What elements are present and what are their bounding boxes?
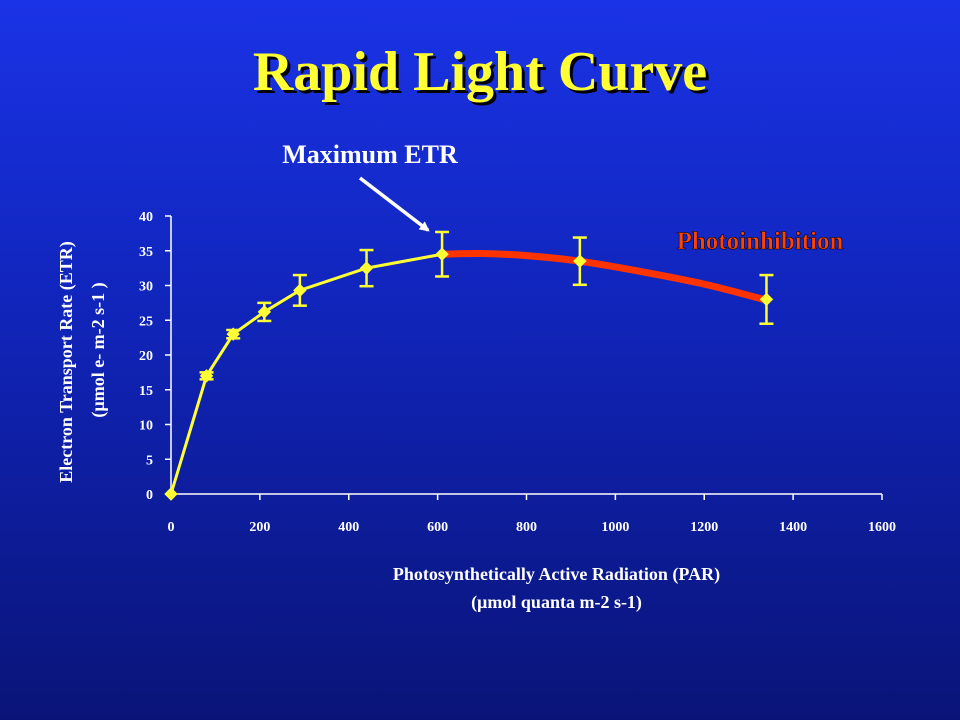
data-point [435, 247, 449, 261]
x-tick-label: 600 [427, 520, 448, 535]
data-point [257, 305, 272, 319]
series [164, 230, 774, 501]
x-tick-label: 200 [249, 520, 270, 535]
x-tick-label: 400 [338, 520, 359, 535]
y-tick-label: 0 [146, 488, 153, 503]
slide-title: Rapid Light Curve [252, 41, 708, 103]
annotation-arrow [358, 176, 430, 232]
maximum-etr-annotation: Maximum ETR [282, 140, 458, 169]
x-tick-label: 0 [168, 520, 175, 535]
x-tick-label: 1600 [868, 520, 896, 535]
y-tick-label: 30 [139, 280, 153, 295]
data-point [293, 283, 307, 298]
x-axis-title: Photosynthetically Active Radiation (PAR… [393, 564, 720, 585]
x-tick-label: 1400 [779, 520, 807, 535]
data-point [199, 369, 214, 383]
data-point [164, 487, 178, 501]
data-point [759, 292, 774, 307]
y-tick-label: 35 [139, 245, 153, 260]
series-line [169, 252, 443, 495]
axis-labels: Photosynthetically Active Radiation (PAR… [56, 241, 720, 613]
data-point [573, 254, 587, 268]
y-tick-label: 15 [139, 384, 153, 399]
data-point [226, 327, 240, 341]
x-tick-label: 1200 [690, 520, 718, 535]
y-axis-unit: (µmol e- m-2 s-1 ) [88, 282, 109, 417]
data-point [359, 261, 374, 275]
y-tick-label: 25 [139, 314, 153, 329]
annotations: Maximum ETR Photoinhibition [282, 140, 844, 255]
x-axis-unit: (µmol quanta m-2 s-1) [471, 592, 642, 613]
photoinhibition-curve [438, 249, 770, 304]
y-tick-label: 10 [139, 419, 153, 434]
x-tick-label: 1000 [601, 520, 629, 535]
x-tick-label: 800 [516, 520, 537, 535]
photoinhibition-annotation: Photoinhibition [677, 228, 844, 255]
y-tick-label: 5 [146, 453, 153, 468]
y-tick-label: 20 [139, 349, 153, 364]
y-axis-title: Electron Transport Rate (ETR) [56, 241, 77, 482]
y-tick-label: 40 [139, 210, 153, 225]
